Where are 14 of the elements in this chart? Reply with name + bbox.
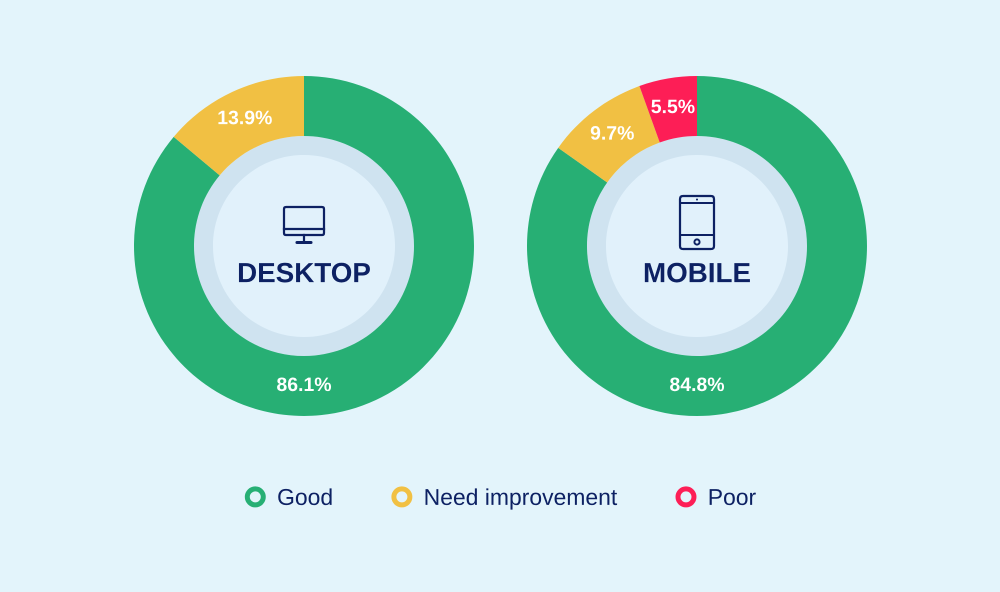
donut-slice	[639, 76, 697, 143]
data-label: 86.1%	[277, 377, 332, 392]
data-label: 5.5%	[651, 100, 695, 114]
legend-label: Need improvement	[426, 488, 618, 510]
data-label: 84.8%	[670, 377, 724, 392]
legend-label: Poor	[710, 489, 756, 506]
text: DESKTOP	[238, 262, 370, 282]
text: MOBILE	[644, 262, 750, 282]
donut-slice	[174, 76, 304, 176]
data-label: 9.7%	[590, 126, 634, 140]
legend-label: Good	[278, 488, 332, 506]
donut-slice	[134, 76, 474, 416]
data-label: 13.9%	[218, 110, 272, 124]
donut-slice	[527, 76, 867, 416]
